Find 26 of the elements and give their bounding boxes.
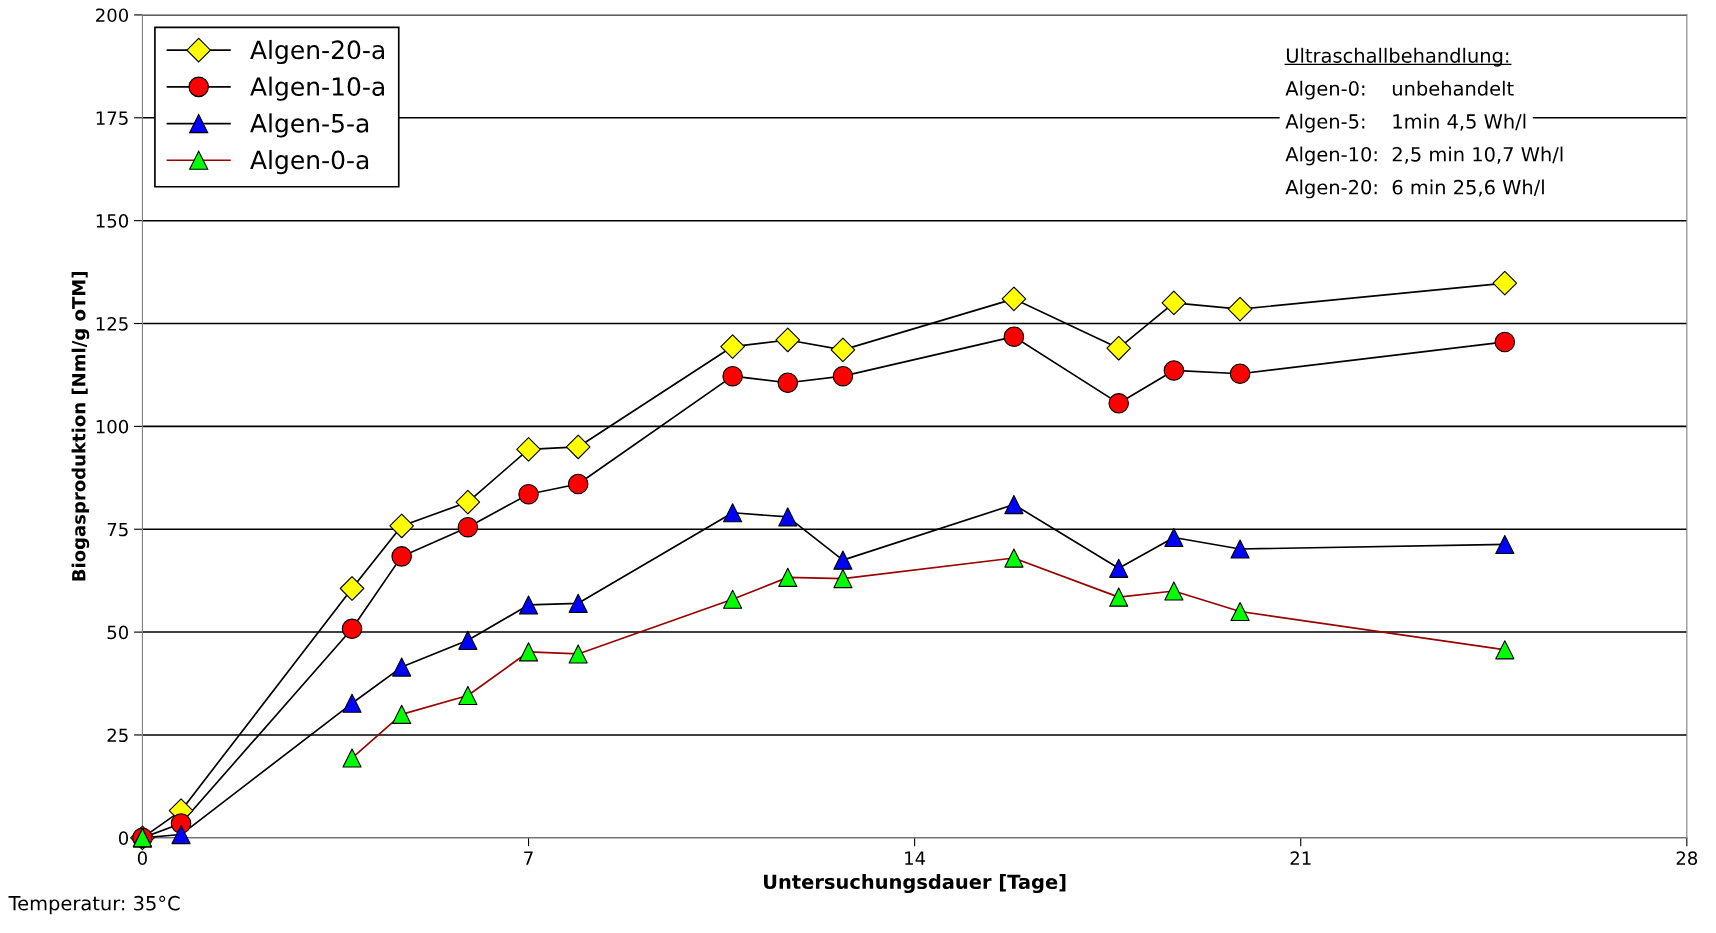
y-tick-label: 75 bbox=[107, 522, 128, 537]
x-tick-label: 21 bbox=[1290, 851, 1311, 865]
annotation: Algen-0: unbehandelt bbox=[1285, 80, 1514, 100]
legend-label: Algen-20-a bbox=[250, 39, 384, 65]
legend-label: Algen-0-a bbox=[250, 150, 369, 175]
annotation: Algen-5: 1min 4,5 Wh/l bbox=[1285, 113, 1526, 133]
x-tick-label: 7 bbox=[524, 851, 533, 865]
x-tick-label: 14 bbox=[905, 851, 926, 865]
annotation: Ultraschallbehandlung: bbox=[1286, 47, 1509, 67]
y-tick-label: 25 bbox=[107, 728, 128, 743]
annotation: Algen-20: 6 min 25,6 Wh/l bbox=[1285, 179, 1544, 199]
y-tick-label: 125 bbox=[96, 316, 128, 331]
y-tick-label: 150 bbox=[96, 214, 129, 228]
legend-label: Algen-5-a bbox=[250, 113, 369, 138]
annotation: Algen-10: 2,5 min 10,7 Wh/l bbox=[1285, 146, 1563, 166]
x-axis-title: Untersuchungsdauer [Tage] bbox=[763, 874, 1066, 894]
x-tick-label: 0 bbox=[137, 851, 147, 865]
x-tick-label: 28 bbox=[1676, 851, 1698, 865]
y-axis-title: Biogasproduktion [Nml/g oTM] bbox=[71, 272, 90, 581]
y-tick-label: 0 bbox=[118, 831, 129, 845]
y-tick-label: 100 bbox=[96, 419, 129, 434]
text: Temperatur: 35°C bbox=[8, 895, 180, 915]
y-tick-label: 50 bbox=[107, 625, 129, 640]
legend-label: Algen-10-a bbox=[250, 76, 384, 101]
y-tick-label: 175 bbox=[96, 111, 128, 125]
y-tick-label: 200 bbox=[96, 8, 129, 23]
